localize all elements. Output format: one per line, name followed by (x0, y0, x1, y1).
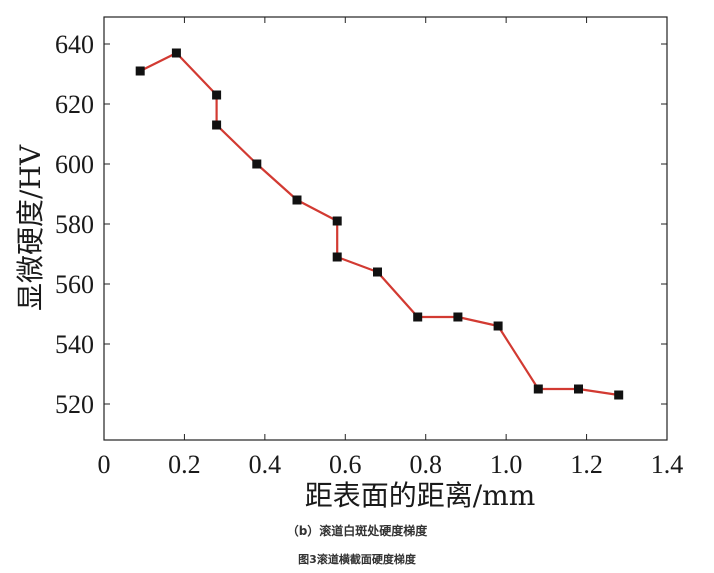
series-markers (135, 48, 624, 400)
y-tick-label: 580 (55, 210, 94, 239)
data-point-marker (413, 312, 423, 322)
data-point-marker (171, 48, 181, 58)
data-point-marker (252, 159, 262, 169)
data-point-marker (493, 321, 503, 331)
y-tick-labels: 520 540 560 580 600 620 640 (55, 30, 94, 419)
data-point-marker (135, 66, 145, 76)
y-tick-label: 620 (55, 90, 94, 119)
data-point-marker (373, 267, 382, 277)
figure-caption: 图3滚道横截面硬度梯度 (298, 553, 416, 566)
series-line (139, 51, 619, 397)
x-tick-label: 0.8 (409, 450, 442, 479)
y-tick-label: 520 (55, 390, 94, 419)
data-point-marker (453, 312, 463, 322)
x-tick-label: 1.0 (490, 450, 523, 479)
data-point-marker (332, 216, 342, 226)
plot-frame (103, 16, 668, 441)
x-tick-label: 1.2 (570, 450, 603, 479)
data-point-marker (212, 90, 222, 100)
data-point-marker (292, 195, 302, 205)
data-point-marker (212, 120, 222, 130)
axis-ticks (103, 17, 668, 440)
series-polyline (139, 51, 619, 397)
y-tick-label: 540 (55, 330, 94, 359)
y-tick-label: 640 (55, 30, 94, 59)
data-point-marker (574, 384, 583, 394)
y-tick-label: 560 (55, 270, 94, 299)
data-point-marker (614, 390, 624, 400)
x-tick-label: 0.2 (168, 450, 201, 479)
x-tick-label: 0 (98, 450, 111, 479)
y-tick-label: 600 (55, 150, 94, 179)
x-axis-title: 距表面的距离/mm (305, 479, 536, 512)
x-tick-label: 0.4 (249, 450, 282, 479)
x-tick-labels: 0 0.2 0.4 0.6 0.8 1.0 1.2 1.4 (98, 450, 684, 479)
subfigure-caption: （b）滚道白斑处硬度梯度 (286, 524, 428, 538)
y-axis-title: 显微硬度/HV (14, 144, 47, 311)
x-tick-label: 0.6 (329, 450, 362, 479)
x-tick-label: 1.4 (651, 450, 684, 479)
hardness-gradient-chart: 0 0.2 0.4 0.6 0.8 1.0 1.2 1.4 520 540 560 580 600 62… (14, 16, 684, 512)
data-point-marker (533, 384, 543, 394)
data-point-marker (332, 252, 342, 262)
